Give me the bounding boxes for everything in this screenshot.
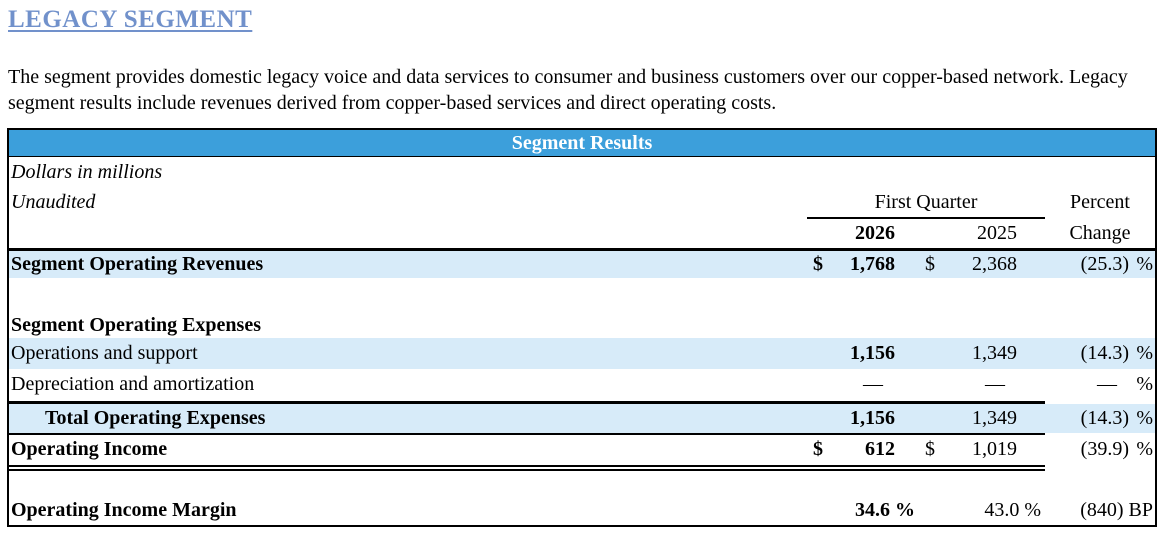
cell-value-2026: —	[863, 373, 883, 395]
rule-above-operating-income	[9, 433, 1045, 435]
table-title: Segment Results	[511, 132, 653, 154]
cell-value-2025: —	[985, 373, 1005, 395]
cell-value-2026: 1,156	[850, 342, 895, 364]
cell-label: Segment Operating Expenses	[11, 314, 261, 336]
note-unaudited: Unaudited	[11, 191, 96, 213]
row-segment-operating-revenues: Segment Operating Revenues $ 1,768 $ 2,3…	[9, 251, 1155, 278]
segment-results-table: Segment Results Dollars in millions Unau…	[7, 128, 1157, 527]
year-2026-header: 2026	[855, 222, 895, 244]
change-header: Change	[1069, 222, 1131, 244]
row-segment-operating-expenses: Segment Operating Expenses	[9, 308, 1155, 338]
segment-description: The segment provides domestic legacy voi…	[8, 66, 1128, 114]
first-quarter-column-group: First Quarter	[807, 188, 1045, 219]
cell-percent-change: (25.3)	[1080, 253, 1129, 275]
rule-above-total-expenses	[9, 401, 1045, 404]
cell-value-2026: 34.6 %	[855, 499, 915, 521]
header-row-group: Unaudited First Quarter Percent	[9, 188, 1155, 219]
cell-percent-sign: %	[1136, 373, 1153, 395]
cell-label: Operations and support	[11, 342, 198, 364]
cell-value-2026: 1,156	[850, 407, 895, 429]
cell-currency-2026: $	[813, 253, 823, 275]
row-total-operating-expenses: Total Operating Expenses 1,156 1,349 (14…	[9, 404, 1155, 433]
cell-label: Total Operating Expenses	[45, 407, 266, 429]
note-dollars-in-millions: Dollars in millions	[11, 161, 163, 183]
cell-percent-sign: %	[1136, 407, 1153, 429]
cell-percent-change: (39.9)	[1080, 438, 1129, 460]
double-rule-below-operating-income	[9, 465, 1045, 471]
cell-label: Operating Income Margin	[11, 499, 237, 521]
rule-below-header	[9, 248, 1155, 251]
page-title-link[interactable]: LEGACY SEGMENT	[8, 6, 253, 33]
header-row-years: 2026 2025 Change	[9, 219, 1155, 248]
row-operating-income-margin: Operating Income Margin 34.6 % 43.0 % (8…	[9, 494, 1155, 525]
cell-percent-change: (14.3)	[1080, 407, 1129, 429]
cell-percent-change: (840) BP	[1080, 499, 1153, 521]
cell-percent-change: (14.3)	[1080, 342, 1129, 364]
cell-value-2026: 612	[865, 438, 895, 460]
note-row-dollars: Dollars in millions	[9, 157, 1155, 188]
row-operating-income: Operating Income $ 612 $ 1,019 (39.9) %	[9, 435, 1155, 465]
cell-label: Depreciation and amortization	[11, 373, 255, 395]
cell-value-2025: 2,368	[972, 253, 1017, 275]
cell-value-2026: 1,768	[850, 253, 895, 275]
spacer-row	[9, 471, 1155, 494]
cell-currency-2025: $	[925, 438, 935, 460]
percent-header: Percent	[1070, 191, 1130, 213]
cell-percent-sign: %	[1136, 253, 1153, 275]
spacer-row	[9, 278, 1155, 308]
cell-currency-2026: $	[813, 438, 823, 460]
cell-label: Segment Operating Revenues	[11, 253, 264, 275]
cell-currency-2025: $	[925, 253, 935, 275]
cell-percent-sign: %	[1136, 342, 1153, 364]
cell-percent-change: —	[1097, 373, 1117, 395]
cell-value-2025: 1,019	[972, 438, 1017, 460]
cell-value-2025: 1,349	[972, 342, 1017, 364]
table-title-bar: Segment Results	[9, 130, 1155, 157]
row-depreciation-and-amortization: Depreciation and amortization — — — %	[9, 369, 1155, 401]
cell-value-2025: 1,349	[972, 407, 1017, 429]
cell-percent-sign: %	[1136, 438, 1153, 460]
year-2025-header: 2025	[977, 222, 1017, 244]
cell-value-2025: 43.0 %	[984, 499, 1041, 521]
row-operations-and-support: Operations and support 1,156 1,349 (14.3…	[9, 338, 1155, 369]
cell-label: Operating Income	[11, 438, 168, 460]
